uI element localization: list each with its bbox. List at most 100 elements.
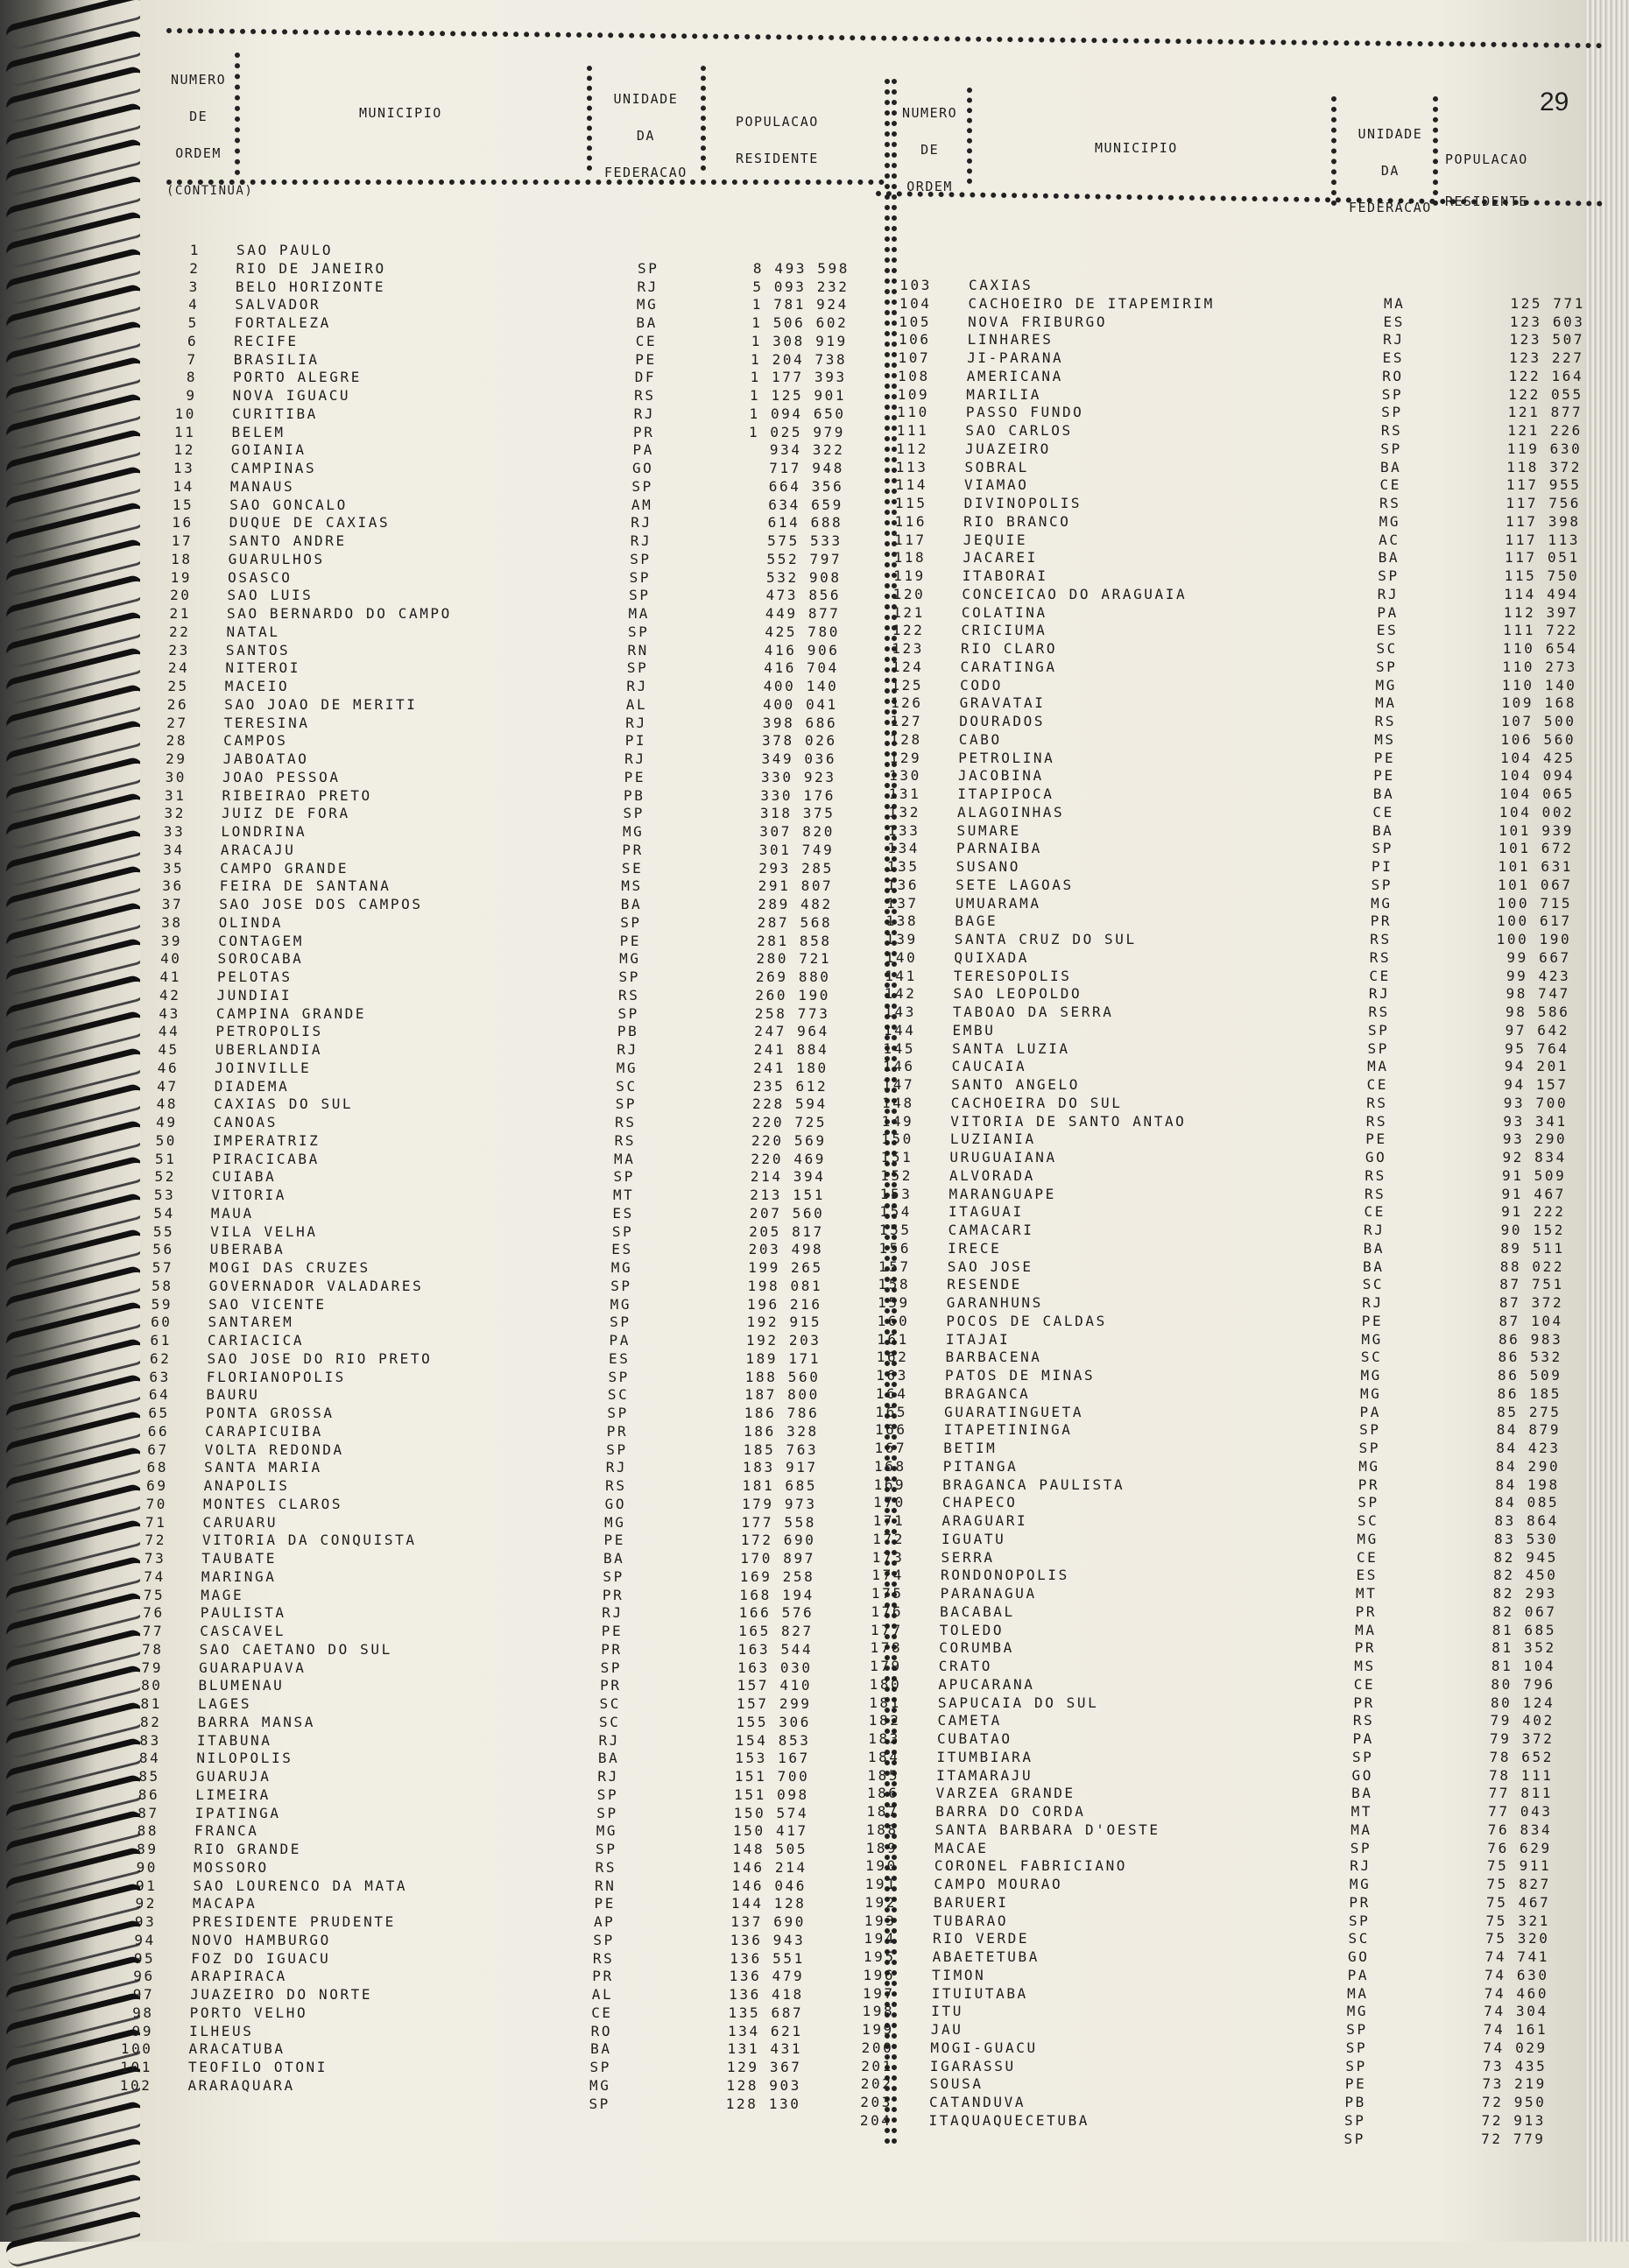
population-value: 293 285: [758, 859, 834, 877]
row-number: 37: [161, 896, 184, 912]
row-number: 43: [159, 1004, 180, 1022]
uf-code: SC: [599, 1713, 621, 1730]
uf-code: MA: [1375, 694, 1397, 712]
row-number: 14: [173, 477, 194, 495]
row-number: 110: [897, 404, 929, 421]
row-number: 164: [875, 1384, 908, 1402]
population-value: 150 574: [733, 1804, 809, 1821]
municipality-name: SANTA MARIA: [204, 1459, 322, 1476]
row-number: 200: [861, 2039, 894, 2056]
population-value: 94 157: [1504, 1076, 1569, 1093]
uf-code: RS: [595, 1858, 617, 1876]
uf-code: MG: [1361, 1330, 1383, 1348]
municipality-name: SAO LEOPOLDO: [953, 985, 1082, 1003]
municipality-name: CUIABA: [211, 1168, 277, 1186]
population-value: 97 642: [1505, 1021, 1569, 1039]
population-value: 82 945: [1493, 1548, 1558, 1566]
population-value: 416 704: [764, 659, 839, 677]
municipality-name: BARBACENA: [945, 1349, 1042, 1366]
uf-code: PE: [624, 768, 646, 785]
population-value: 187 800: [744, 1386, 820, 1404]
municipality-name: JUAZEIRO: [964, 440, 1051, 457]
row-number: 104: [899, 294, 932, 312]
uf-code: SP: [1381, 385, 1404, 403]
municipality-name: ITAPIPOCA: [957, 785, 1054, 802]
population-value: 135 687: [728, 2004, 804, 2021]
population-value: 81 685: [1491, 1621, 1557, 1638]
municipality-name: BARRA DO CORDA: [935, 1803, 1086, 1820]
municipality-name: PELOTAS: [217, 968, 293, 985]
population-value: 1 506 602: [751, 314, 849, 331]
row-number: 204: [859, 2111, 892, 2129]
uf-code: CE: [1353, 1675, 1376, 1693]
municipality-name: DIVINOPOLIS: [963, 495, 1082, 511]
uf-code: BA: [1363, 1239, 1386, 1257]
row-number: 69: [146, 1477, 168, 1494]
municipality-name: SANTO ANGELO: [951, 1076, 1080, 1093]
municipality-name: GUARAPUAVA: [199, 1659, 307, 1676]
population-value: 98 586: [1506, 1004, 1570, 1020]
page-edges: [1585, 0, 1629, 2242]
uf-code: RJ: [598, 1731, 620, 1749]
uf-code: AL: [625, 695, 648, 713]
municipality-name: SAO GONCALO: [229, 496, 348, 513]
population-value: 82 450: [1493, 1567, 1558, 1584]
uf-code: SP: [1358, 1440, 1381, 1456]
row-number: 96: [133, 1968, 155, 1985]
municipality-name: LINHARES: [967, 331, 1054, 349]
municipality-name: BAURU: [206, 1386, 260, 1404]
uf-code: CE: [591, 2004, 613, 2021]
uf-code: RS: [1365, 1166, 1386, 1184]
municipality-name: IRECE: [948, 1239, 1002, 1257]
municipality-name: APUCARANA: [938, 1675, 1035, 1693]
uf-code: SP: [589, 2095, 610, 2112]
population-value: 100 715: [1497, 894, 1573, 912]
row-number: 4: [188, 296, 200, 313]
row-number: 1: [189, 242, 201, 258]
municipality-name: FRANCA: [194, 1822, 259, 1840]
row-number: 23: [168, 641, 190, 659]
uf-code: RJ: [617, 1041, 638, 1058]
population-value: 241 884: [753, 1041, 829, 1058]
row-number: 139: [885, 931, 918, 947]
row-number: 174: [871, 1567, 905, 1584]
municipality-name: MAGE: [201, 1586, 244, 1603]
municipality-name: UMUARAMA: [955, 894, 1041, 912]
municipality-name: RIO VERDE: [933, 1930, 1030, 1948]
row-number: 116: [894, 512, 927, 530]
row-number: 11: [174, 423, 196, 440]
row-number: 178: [870, 1639, 903, 1657]
population-value: 80 796: [1491, 1675, 1555, 1693]
population-value: 205 817: [749, 1222, 824, 1240]
population-value: 220 569: [751, 1131, 827, 1149]
municipality-name: SAO LOURENCO DA MATA: [193, 1877, 408, 1894]
population-value: 76 834: [1487, 1821, 1553, 1838]
row-number: 177: [870, 1621, 903, 1638]
municipality-name: SAO JOAO DE MERITI: [224, 695, 418, 713]
population-value: 228 594: [752, 1095, 828, 1113]
uf-code: SP: [620, 913, 642, 931]
row-number: 64: [148, 1386, 171, 1404]
municipality-name: SANTOS: [225, 641, 291, 659]
population-value: 155 306: [736, 1713, 811, 1730]
municipality-name: GRAVATAI: [959, 694, 1046, 712]
municipality-name: SALVADOR: [235, 296, 321, 313]
municipality-name: JACOBINA: [957, 767, 1044, 785]
row-number: 188: [866, 1821, 899, 1838]
municipality-name: BLUMENAU: [198, 1677, 285, 1694]
row-number: 203: [860, 2094, 892, 2110]
uf-code: SP: [623, 805, 645, 822]
population-value: 110 273: [1502, 658, 1577, 675]
row-number: 2: [189, 259, 201, 277]
row-number: 41: [159, 968, 181, 985]
municipality-name: PARANAGUA: [940, 1585, 1037, 1602]
population-value: 181 685: [742, 1477, 818, 1494]
uf-code: PE: [603, 1532, 625, 1549]
population-value: 289 482: [758, 896, 833, 912]
population-value: 199 265: [748, 1259, 823, 1276]
population-value: 75 911: [1486, 1857, 1552, 1875]
municipality-name: DIADEMA: [214, 1077, 290, 1095]
header-divider: [235, 53, 240, 175]
header-text: FEDERACAO: [604, 165, 688, 180]
header-uf-right: UNIDADE DA FEDERACAO: [1349, 116, 1432, 226]
